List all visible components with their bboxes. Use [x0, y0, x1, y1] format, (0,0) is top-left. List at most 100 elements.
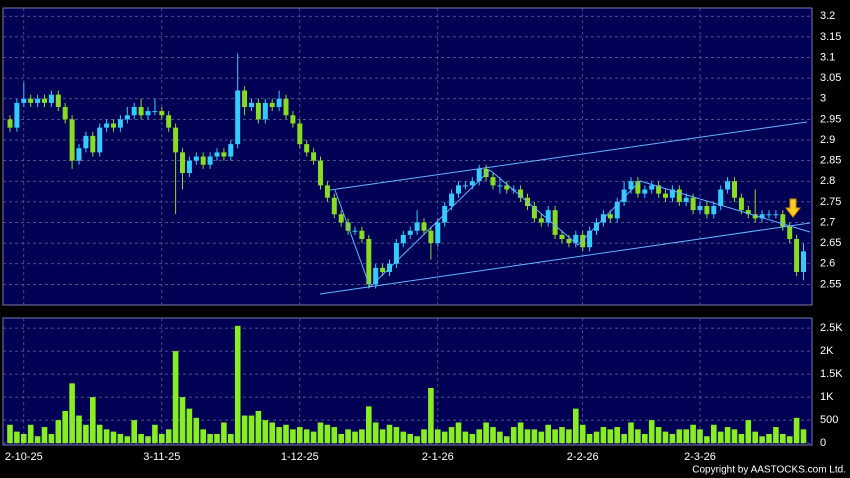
y-tick-label: 1.5K: [820, 368, 843, 380]
candle-body: [83, 135, 89, 149]
candle-body: [456, 185, 461, 194]
candle-body: [228, 144, 234, 157]
candle-body: [580, 234, 586, 248]
volume-bar: [676, 429, 683, 444]
candle-body: [635, 181, 641, 194]
candle-body: [732, 181, 737, 198]
volume-bar: [234, 325, 241, 444]
candle-body: [483, 168, 489, 178]
volume-bar: [179, 397, 186, 444]
volume-bar: [497, 431, 503, 444]
candle-body: [759, 214, 765, 219]
y-tick-label: 2.9: [820, 134, 835, 146]
candle-body: [573, 234, 579, 244]
candle-body: [193, 156, 199, 161]
channel-bottom: [319, 222, 811, 295]
volume-bar: [607, 429, 614, 444]
candle-body: [469, 181, 475, 186]
x-tick-label: 2-1-26: [422, 451, 454, 463]
candle-body: [704, 206, 710, 215]
candle-body: [787, 226, 793, 239]
candle-body: [55, 94, 61, 107]
volume-bar: [490, 427, 496, 444]
candle-body: [738, 197, 744, 211]
y-tick-label: 500: [820, 414, 838, 426]
volume-bar: [331, 427, 338, 444]
candle-body: [235, 90, 241, 145]
candle-body: [366, 239, 372, 285]
volume-bar: [690, 424, 696, 444]
candle-body: [794, 239, 800, 272]
volume-bar: [76, 415, 82, 444]
candle-body: [324, 185, 330, 198]
x-tick-label: 2-10-25: [5, 451, 43, 463]
candle-body: [35, 98, 41, 103]
volume-bar: [628, 422, 634, 444]
y-tick-label: 0: [820, 437, 826, 449]
candle-body: [14, 102, 20, 128]
candle-body: [690, 197, 696, 211]
candle-body: [331, 197, 337, 215]
volume-bar: [372, 422, 379, 444]
candle-body: [462, 185, 468, 187]
marks: [7, 53, 807, 444]
volume-bar: [103, 429, 110, 444]
candle-body: [117, 119, 123, 128]
volume-bar: [462, 431, 469, 444]
candle-body: [663, 193, 668, 198]
candle-body: [669, 189, 675, 198]
volume-bar: [145, 436, 151, 444]
y-tick-label: 2.5K: [820, 322, 843, 334]
volume-bar: [96, 424, 103, 444]
candle-body: [711, 206, 717, 215]
zigzag: [334, 169, 811, 288]
y-tick-label: 2.6: [820, 258, 835, 270]
copyright: Copyright by AASTOCKS.com Ltd.: [692, 465, 846, 476]
volume-bar: [228, 433, 234, 444]
volume-bar: [200, 429, 206, 444]
candle-body: [290, 115, 296, 124]
volume-bar: [766, 433, 772, 444]
candle-body: [173, 127, 179, 153]
candle-body: [69, 119, 75, 161]
volume-bar: [297, 427, 303, 444]
volume-bar: [255, 410, 262, 444]
candle-body: [262, 102, 268, 120]
volume-bar: [745, 420, 752, 444]
candle-body: [621, 189, 627, 202]
candle-body: [90, 135, 96, 153]
candle-body: [21, 98, 27, 103]
volume-bar: [131, 420, 137, 444]
volume-bar: [407, 433, 413, 444]
volume-bar: [800, 429, 807, 444]
candle-body: [111, 123, 116, 128]
price-panel: [2, 7, 813, 306]
volume-panel: [2, 317, 813, 446]
y-tick-label: 3: [820, 93, 826, 105]
volume-bar: [773, 427, 779, 444]
candle-body: [76, 148, 82, 161]
candle-body: [186, 160, 192, 173]
volume-bar: [262, 420, 269, 444]
volume-bar: [738, 433, 745, 444]
volume-bar: [780, 433, 786, 444]
candle-body: [531, 206, 537, 219]
candle-body: [594, 222, 599, 231]
volume-bar: [324, 424, 331, 444]
volume-bar: [117, 433, 124, 444]
volume-bar: [62, 410, 68, 444]
candle-body: [801, 251, 806, 272]
volume-bar: [379, 429, 386, 444]
volume-bar: [310, 431, 317, 444]
volume-bar: [124, 436, 131, 444]
candle-body: [504, 185, 510, 190]
candle-body: [159, 111, 165, 116]
candle-body: [566, 239, 572, 244]
candle-body: [138, 107, 144, 116]
volume-bar: [476, 429, 482, 444]
candle-body: [400, 234, 406, 244]
volume-bar: [538, 431, 545, 444]
volume-bar: [704, 436, 710, 444]
